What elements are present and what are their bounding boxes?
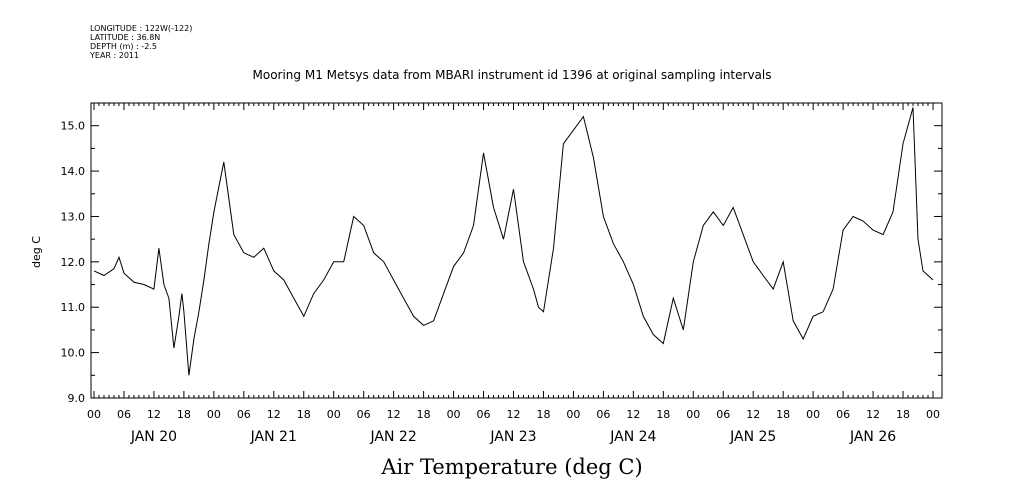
x-hour-label: 06: [477, 408, 491, 421]
x-hour-label: 12: [267, 408, 281, 421]
x-day-label: JAN 23: [489, 429, 536, 445]
x-hour-label: 18: [177, 408, 191, 421]
x-hour-label: 12: [147, 408, 161, 421]
y-tick-label: 11.0: [61, 301, 86, 314]
x-hour-label: 12: [746, 408, 760, 421]
x-hour-label: 12: [866, 408, 880, 421]
x-hour-label: 00: [686, 408, 700, 421]
x-hour-label: 06: [237, 408, 251, 421]
y-tick-label: 15.0: [61, 120, 86, 133]
x-day-label: JAN 22: [370, 429, 417, 445]
x-hour-label: 12: [387, 408, 401, 421]
x-hour-label: 06: [716, 408, 730, 421]
longitude-label: LONGITUDE : 122W(-122): [90, 24, 192, 33]
x-hour-label: 00: [447, 408, 461, 421]
y-tick-label: 14.0: [61, 165, 86, 178]
x-hour-label: 18: [297, 408, 311, 421]
x-hour-label: 06: [357, 408, 371, 421]
x-hour-label: 18: [776, 408, 790, 421]
x-hour-label: 18: [656, 408, 670, 421]
x-hour-label: 18: [896, 408, 910, 421]
y-tick-label: 13.0: [61, 210, 86, 223]
x-day-label: JAN 25: [729, 429, 776, 445]
x-hour-label: 06: [596, 408, 610, 421]
y-tick-label: 9.0: [68, 392, 86, 405]
x-hour-label: 18: [536, 408, 550, 421]
x-hour-label: 12: [626, 408, 640, 421]
chart-caption: Air Temperature (deg C): [380, 455, 642, 479]
x-hour-label: 00: [87, 408, 101, 421]
y-tick-label: 10.0: [61, 347, 86, 360]
x-day-label: JAN 26: [849, 429, 896, 445]
latitude-label: LATITUDE : 36.8N: [90, 33, 160, 42]
x-hour-label: 00: [806, 408, 820, 421]
year-label: YEAR : 2011: [89, 51, 139, 60]
x-hour-label: 18: [417, 408, 431, 421]
y-axis: 9.0 10.0 11.0 12.0 13.0 14.0 15.0: [61, 102, 942, 405]
x-hour-label: 12: [507, 408, 521, 421]
x-hour-label: 06: [836, 408, 850, 421]
y-axis-label: deg C: [30, 236, 43, 268]
x-axis: 00 06 12 18 00 06 12 18 00 06 12 18 00 06 12 18 00 06 12 18…: [87, 103, 940, 445]
x-day-label: JAN 24: [609, 429, 656, 445]
x-day-label: JAN 20: [130, 429, 177, 445]
x-hour-label: 00: [207, 408, 221, 421]
x-hour-label: 00: [327, 408, 341, 421]
series-group: [93, 107, 934, 376]
x-hour-label: 00: [926, 408, 940, 421]
y-tick-label: 12.0: [61, 256, 86, 269]
x-day-label: JAN 21: [250, 429, 297, 445]
plot-frame: [90, 102, 943, 399]
chart-title: Mooring M1 Metsys data from MBARI instru…: [253, 68, 772, 82]
x-hour-label: 06: [117, 408, 131, 421]
series-line: [93, 107, 934, 376]
depth-label: DEPTH (m) : -2.5: [90, 42, 157, 51]
x-hour-label: 00: [566, 408, 580, 421]
